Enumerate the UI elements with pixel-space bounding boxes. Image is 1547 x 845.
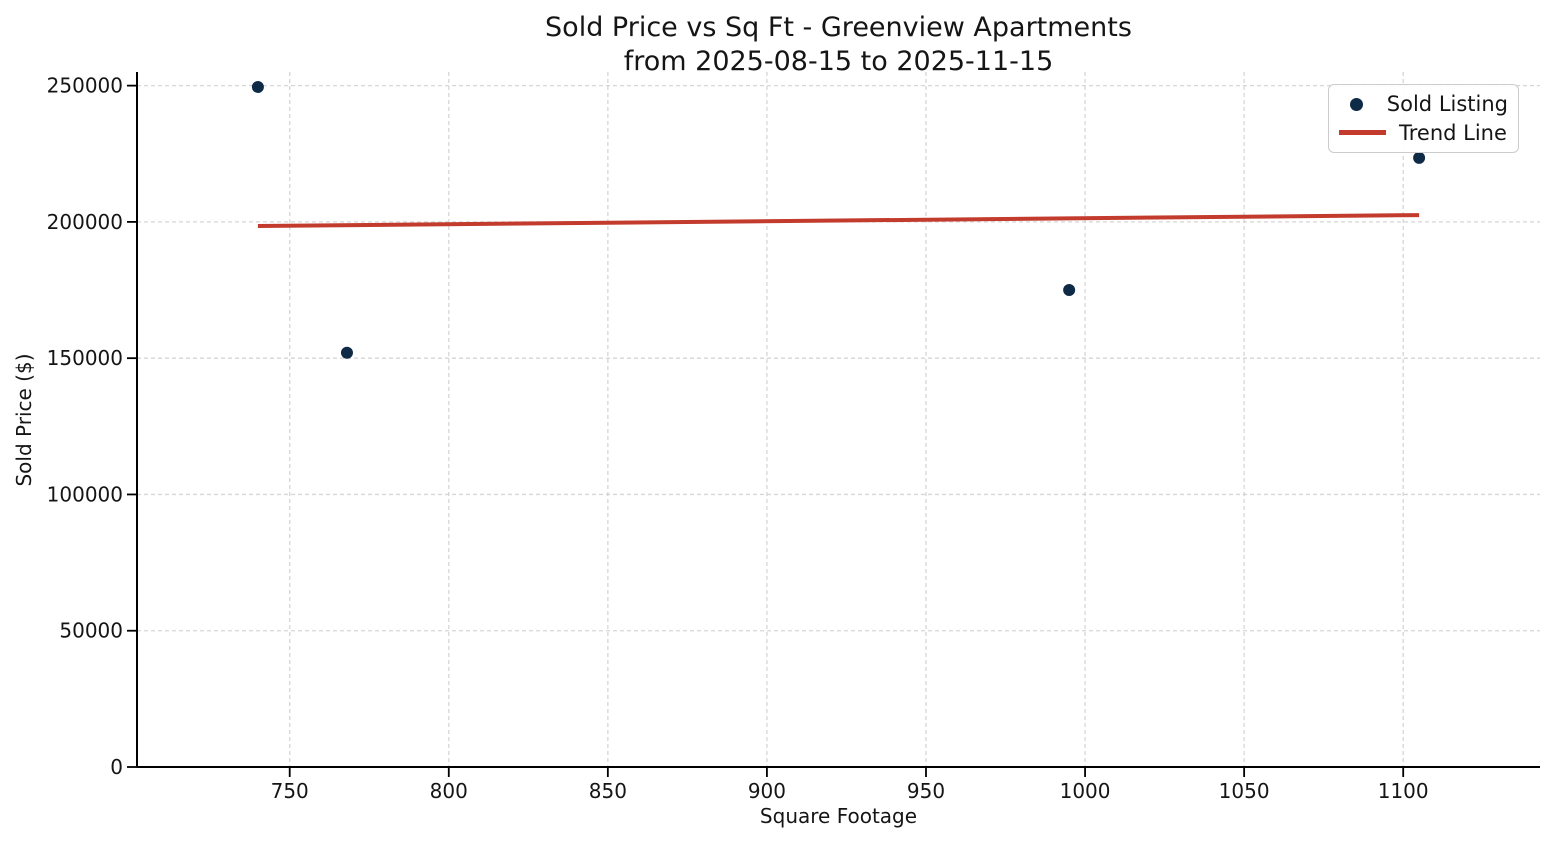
scatter-marker-icon [1349, 97, 1363, 111]
scatter-point [1063, 284, 1076, 297]
x-tick-label: 1000 [1060, 779, 1111, 803]
x-tick-label: 900 [748, 779, 786, 803]
x-tick-label: 800 [430, 779, 468, 803]
chart-subtitle: from 2025-08-15 to 2025-11-15 [623, 46, 1054, 77]
trend-line-marker-icon [1339, 130, 1386, 135]
x-axis-label: Square Footage [759, 804, 918, 828]
trend-line [257, 213, 1420, 228]
legend-label: Sold Listing [1386, 92, 1508, 117]
y-tick-label: 0 [110, 755, 123, 779]
y-tick-label: 150000 [47, 346, 123, 370]
x-tick-label: 850 [589, 779, 627, 803]
x-tick-label: 750 [271, 779, 309, 803]
scatter-point [251, 80, 264, 93]
y-tick-label: 200000 [47, 210, 123, 234]
legend: Sold Listing Trend Line [1328, 84, 1519, 153]
x-tick-label: 1050 [1219, 779, 1270, 803]
y-axis-label: Sold Price ($) [12, 353, 36, 487]
legend-marker-cell [1339, 130, 1386, 135]
x-tick-label: 1100 [1378, 779, 1429, 803]
y-tick-label: 100000 [47, 482, 123, 506]
y-tick-label: 50000 [59, 619, 123, 643]
legend-marker-cell [1339, 97, 1374, 111]
legend-label: Trend Line [1399, 120, 1507, 145]
scatter-point [340, 346, 353, 359]
scatter-point [1413, 151, 1426, 164]
legend-item-sold-listing: Sold Listing [1339, 92, 1508, 116]
chart-title: Sold Price vs Sq Ft - Greenview Apartmen… [545, 12, 1132, 43]
y-tick-label: 250000 [47, 74, 123, 98]
legend-item-trend-line: Trend Line [1339, 121, 1508, 145]
chart-title-block: Sold Price vs Sq Ft - Greenview Apartmen… [137, 11, 1540, 79]
x-tick-label: 950 [907, 779, 945, 803]
